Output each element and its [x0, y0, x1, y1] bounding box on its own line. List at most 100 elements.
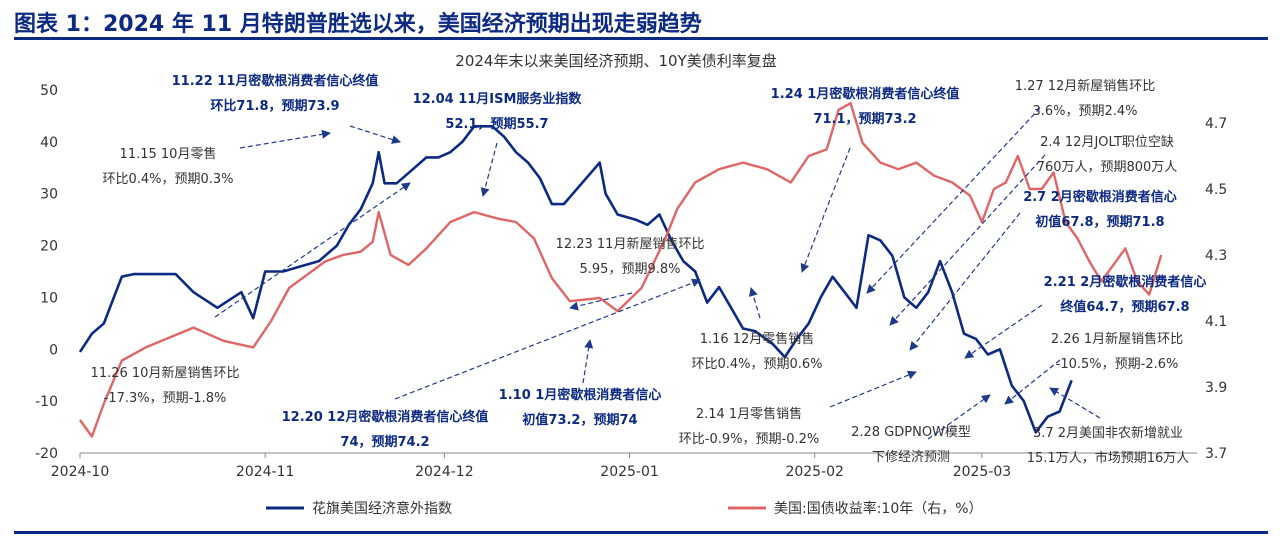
left-tick-label: 0 [49, 342, 58, 358]
annotation-arrow [569, 292, 633, 311]
annotation: 1.27 12月新屋销售环比 3.6%，预期2.4% [866, 78, 1156, 294]
annotation-arrow [964, 304, 1043, 359]
annotation-text: 2.26 1月新屋销售环比 [1051, 331, 1183, 347]
annotation-arrow [1004, 359, 1061, 405]
annotation-arrow [748, 287, 761, 319]
annotation-text: 12.04 11月ISM服务业指数 [413, 91, 583, 107]
legend-label: 美国:国债收益率:10年（右，%） [774, 500, 983, 517]
annotation-text: 15.1万人，市场预期16万人 [1027, 450, 1190, 466]
annotation-text: 52.1，预期55.7 [445, 117, 548, 132]
annotation: 2.4 12月JOLT职位空缺 760万人，预期800万人 [889, 135, 1178, 326]
right-tick-label: 3.7 [1205, 446, 1227, 462]
annotation-arrow [349, 125, 401, 144]
annotation: 1.24 1月密歇根消费者信心终值 71.1，预期73.2 [771, 86, 960, 273]
annotation-text: 1.24 1月密歇根消费者信心终值 [771, 86, 960, 102]
annotation-text: 71.1，预期73.2 [813, 112, 916, 127]
left-axis-ticks: 50 40 30 20 10 0 -10 -20 [35, 83, 58, 462]
annotation-text: 12.23 11月新屋销售环比 [556, 236, 705, 252]
annotation: 12.20 12月密歇根消费者信心终值 74，预期74.2 [282, 278, 701, 450]
annotation-arrow [214, 182, 411, 318]
figure-title: 图表 1：2024 年 11 月特朗普胜选以来，美国经济预期出现走弱趋势 [14, 12, 702, 37]
annotation-arrow [239, 129, 331, 149]
annotation-text: 5.95，预期9.8% [580, 262, 681, 277]
citi-surprise-line [78, 125, 1073, 434]
series-group [78, 102, 1163, 438]
annotation-text: 2.7 2月密歇根消费者信心 [1023, 189, 1177, 205]
right-tick-label: 4.7 [1205, 116, 1227, 132]
x-tick-label: 2024-12 [415, 464, 474, 480]
annotation-text: 2.28 GDPNOW模型 [851, 425, 971, 440]
annotation-text: 74，预期74.2 [340, 435, 429, 450]
annotation-text: 2.4 12月JOLT职位空缺 [1040, 135, 1174, 150]
treasury-yield-line [79, 102, 1163, 438]
annotation-text: 11.15 10月零售 [120, 146, 217, 162]
annotation-arrow [480, 142, 498, 197]
annotation-text: 1.16 12月零售销售 [700, 331, 815, 347]
x-tick-label: 2025-02 [785, 464, 844, 480]
annotation-arrow [889, 154, 1046, 326]
annotation-text: 环比71.8，预期73.9 [210, 98, 339, 114]
annotation-arrow [1049, 387, 1101, 419]
annotation: 11.26 10月新屋销售环比 -17.3%，预期-1.8% [91, 182, 411, 406]
annotation-text: 终值64.7，预期67.8 [1060, 299, 1189, 315]
legend-label: 花旗美国经济意外指数 [312, 500, 452, 517]
chart-title: 2024年末以来美国经济预期、10Y美债利率复盘 [455, 52, 776, 70]
report-header: 图表 1：2024 年 11 月特朗普胜选以来，美国经济预期出现走弱趋势 [0, 0, 1280, 44]
x-tick-label: 2024-10 [51, 464, 110, 480]
annotation-text: 3.6%，预期2.4% [1032, 104, 1137, 119]
annotation-text: 2.14 1月零售销售 [696, 406, 802, 422]
header-rule [14, 37, 1268, 40]
annotation-text: 11.26 10月新屋销售环比 [91, 365, 240, 381]
footer-rule [14, 531, 1268, 534]
annotation-text: 初值67.8，预期71.8 [1035, 214, 1164, 230]
x-tick-label: 2024-11 [236, 464, 295, 480]
annotation-arrow [866, 107, 1041, 294]
annotation: 12.04 11月ISM服务业指数 52.1，预期55.7 [413, 91, 583, 197]
annotation-text: -10.5%，预期-2.6% [1056, 357, 1179, 372]
annotation: 3.7 2月美国非农新增就业 15.1万人，市场预期16万人 [1027, 387, 1190, 466]
annotation-arrow [394, 278, 701, 400]
annotation-text: 2.21 2月密歇根消费者信心 [1044, 274, 1207, 290]
annotation-text: 1.10 1月密歇根消费者信心 [499, 387, 662, 403]
annotation-text: -17.3%，预期-1.8% [104, 391, 227, 406]
annotation-text: 1.27 12月新屋销售环比 [1015, 78, 1156, 94]
annotation-text: 环比-0.9%，预期-0.2% [679, 432, 819, 447]
annotation-text: 环比0.4%，预期0.3% [102, 172, 233, 187]
annotation: 2.26 1月新屋销售环比 -10.5%，预期-2.6% [1004, 331, 1183, 405]
left-tick-label: -20 [35, 446, 58, 462]
annotation-text: 11.22 11月密歇根消费者信心终值 [172, 73, 379, 89]
annotation-arrow [927, 394, 991, 440]
annotation-text: 760万人，预期800万人 [1037, 160, 1178, 175]
right-axis-ticks: 4.7 4.5 4.3 4.1 3.9 3.7 [1205, 116, 1227, 462]
left-tick-label: 20 [40, 239, 58, 255]
right-tick-label: 4.3 [1205, 248, 1227, 264]
annotation-text: 12.20 12月密歇根消费者信心终值 [282, 409, 489, 425]
annotation-text: 下修经济预测 [872, 450, 950, 465]
x-tick-label: 2025-01 [600, 464, 659, 480]
right-tick-label: 4.5 [1205, 182, 1227, 198]
annotation-text: 3.7 2月美国非农新增就业 [1033, 425, 1183, 441]
annotation-arrow [582, 339, 594, 384]
annotation-arrow [909, 212, 1021, 351]
left-tick-label: 30 [40, 187, 58, 203]
left-tick-label: 40 [40, 135, 58, 151]
annotation-text: 环比0.4%，预期0.6% [691, 357, 822, 372]
left-tick-label: 10 [40, 290, 58, 306]
annotation: 12.23 11月新屋销售环比 5.95，预期9.8% [556, 236, 705, 311]
left-tick-label: -10 [35, 394, 58, 410]
x-tick-label: 2025-03 [953, 464, 1012, 480]
x-axis: 2024-10 2024-11 2024-12 2025-01 2025-02 2025-… [51, 452, 1197, 480]
legend: 花旗美国经济意外指数 美国:国债收益率:10年（右，%） [266, 500, 983, 517]
left-tick-label: 50 [40, 83, 58, 99]
annotation-text: 初值73.2，预期74 [522, 412, 637, 428]
